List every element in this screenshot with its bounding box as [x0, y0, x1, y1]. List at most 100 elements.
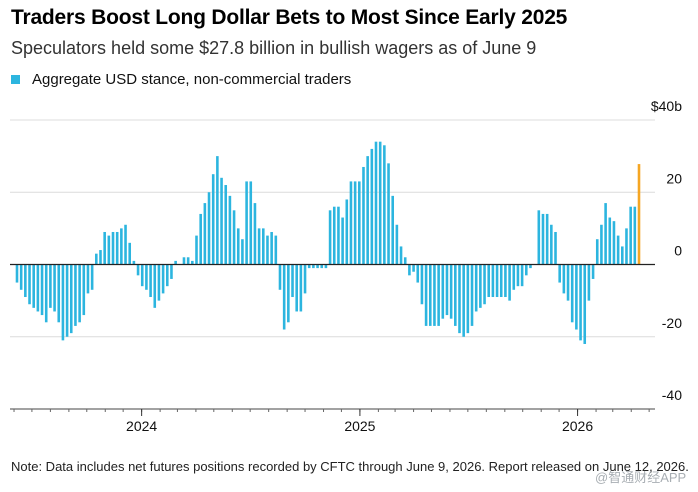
bar: [575, 264, 578, 330]
bar: [65, 264, 69, 337]
bar: [345, 199, 349, 265]
bar: [458, 264, 461, 334]
bar: [633, 206, 637, 265]
bar: [262, 228, 265, 265]
y-tick-label: -20: [662, 315, 682, 331]
bar: [604, 203, 607, 265]
y-tick-label: $40b: [651, 98, 682, 114]
bar: [416, 264, 420, 283]
bar: [245, 181, 248, 265]
bar: [232, 210, 236, 265]
bar: [312, 264, 315, 269]
bar: [241, 239, 244, 265]
bar: [462, 264, 465, 337]
bar: [608, 217, 612, 265]
bar: [28, 264, 31, 305]
bar: [412, 264, 415, 272]
x-tick-label: 2026: [562, 418, 593, 434]
bar: [516, 264, 520, 287]
bar: [295, 264, 298, 312]
bar: [566, 264, 570, 301]
bar: [579, 264, 582, 341]
bar: [19, 264, 23, 290]
bar: [424, 264, 428, 326]
bar: [287, 264, 290, 323]
bar: [199, 213, 202, 265]
bar: [524, 264, 528, 276]
bar: [49, 264, 52, 308]
bar: [103, 231, 106, 265]
bar: [408, 264, 411, 276]
bar: [120, 228, 123, 265]
legend-label: Aggregate USD stance, non-commercial tra…: [32, 70, 352, 88]
bar: [520, 264, 524, 287]
bar: [303, 264, 307, 294]
bar: [470, 264, 474, 326]
bar: [487, 264, 491, 298]
bar: [61, 264, 65, 341]
bar: [337, 206, 340, 265]
bar: [36, 264, 40, 312]
bar: [512, 264, 516, 290]
bar: [257, 228, 261, 265]
bar: [550, 224, 553, 265]
bar: [236, 228, 240, 265]
bar: [558, 264, 561, 283]
bar: [44, 264, 48, 323]
bar: [191, 260, 194, 265]
bar: [320, 264, 324, 269]
bar: [612, 221, 616, 265]
bar: [86, 264, 90, 294]
bar: [374, 141, 378, 265]
bar: [587, 264, 591, 301]
tick-labels: $40b 20 0 -20 -40 2024 2025 2026: [126, 98, 682, 434]
bar: [600, 224, 603, 265]
bar: [186, 257, 190, 265]
bar: [537, 210, 541, 265]
bar: [57, 264, 61, 323]
bar: [621, 246, 624, 265]
bar: [403, 257, 407, 265]
bar: [474, 264, 478, 312]
bar: [420, 264, 424, 305]
bar: [40, 264, 44, 316]
bar: [115, 231, 119, 265]
bar: [479, 264, 482, 308]
bar: [195, 235, 198, 265]
bar: [224, 185, 228, 265]
bar: [353, 181, 357, 265]
bar: [149, 264, 152, 298]
bar: [136, 264, 140, 276]
bar: [466, 264, 470, 334]
chart-subtitle: Speculators held some $27.8 billion in b…: [11, 38, 537, 58]
bar: [554, 231, 557, 265]
bar: [170, 264, 173, 279]
bar: [504, 264, 507, 298]
bar: [111, 231, 115, 265]
bar: [132, 260, 136, 265]
bar: [15, 264, 19, 283]
bar: [32, 264, 35, 308]
bar: [299, 264, 303, 312]
bar: [324, 264, 328, 269]
bar: [249, 181, 253, 265]
bar: [140, 264, 144, 287]
bar: [629, 206, 632, 265]
bar: [428, 264, 432, 326]
x-tick-label: 2025: [344, 418, 375, 434]
y-tick-label: 20: [666, 170, 682, 186]
bar: [124, 224, 127, 265]
legend: Aggregate USD stance, non-commercial tra…: [11, 70, 351, 88]
bar: [82, 264, 86, 316]
bar: [328, 210, 332, 265]
bar: [499, 264, 503, 298]
bar: [161, 264, 165, 294]
bar: [107, 235, 111, 265]
bar: [182, 257, 186, 265]
bar: [391, 195, 394, 265]
bar: [228, 195, 232, 265]
bar: [616, 235, 620, 265]
bar: [570, 264, 574, 323]
bar: [291, 264, 294, 298]
